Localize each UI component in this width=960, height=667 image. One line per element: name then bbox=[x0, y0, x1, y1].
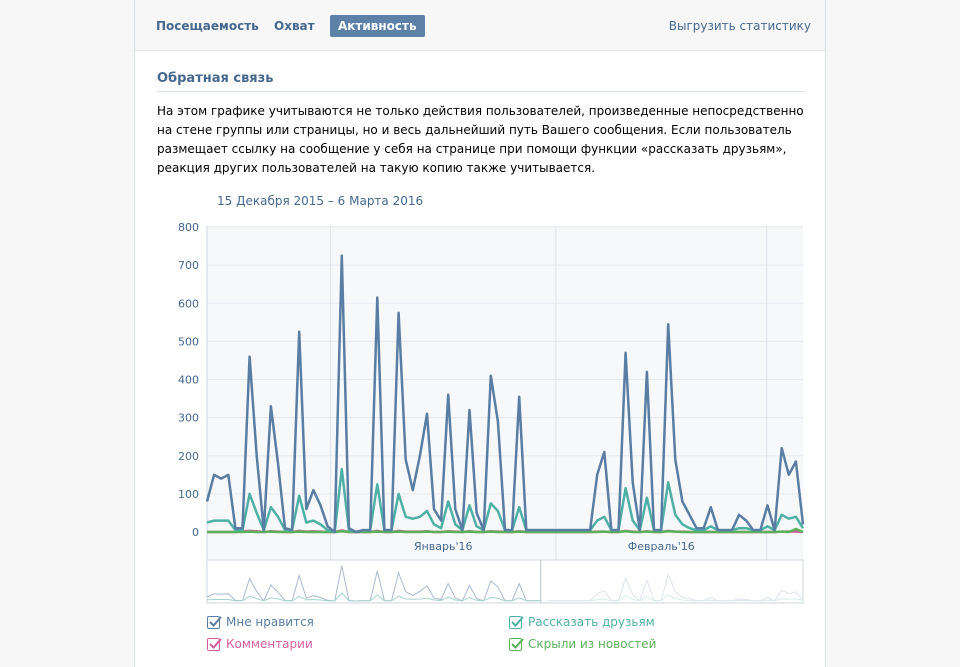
checkbox-check-icon[interactable] bbox=[509, 638, 524, 651]
tab-activity[interactable]: Активность bbox=[330, 15, 425, 37]
feedback-chart[interactable]: 0 100 200 300 400 500 600 700 800 Январь'16 Феврал… bbox=[135, 0, 825, 667]
y-tick-label: 300 bbox=[178, 412, 199, 425]
legend-shares[interactable]: Рассказать друзьям bbox=[509, 614, 655, 630]
navigator-line bbox=[206, 565, 541, 602]
y-tick-label: 400 bbox=[178, 374, 199, 387]
y-tick-label: 600 bbox=[178, 297, 199, 310]
legend-label: Комментарии bbox=[226, 637, 313, 651]
y-tick-label: 500 bbox=[178, 335, 199, 348]
legend-label: Скрыли из новостей bbox=[528, 637, 657, 651]
legend-label: Мне нравится bbox=[226, 615, 314, 629]
tab-reach[interactable]: Охват bbox=[274, 19, 315, 33]
export-stats-link[interactable]: Выгрузить статистику bbox=[668, 19, 811, 33]
stats-panel: Посещаемость Охват Активность Выгрузить … bbox=[134, 0, 826, 667]
navigator-frame bbox=[206, 559, 804, 604]
chart-date-range: 15 Декабря 2015 – 6 Марта 2016 bbox=[217, 194, 424, 208]
y-tick-label: 700 bbox=[178, 259, 199, 272]
tabs-bar: Посещаемость Охват Активность Выгрузить … bbox=[135, 0, 825, 51]
legend-label: Рассказать друзьям bbox=[528, 615, 655, 629]
legend-comments[interactable]: Комментарии bbox=[207, 636, 313, 652]
checkbox-check-icon[interactable] bbox=[509, 616, 524, 629]
series-line-0 bbox=[205, 254, 805, 534]
y-tick-label: 200 bbox=[178, 450, 199, 463]
y-tick-label: 100 bbox=[178, 488, 199, 501]
y-tick-label: 800 bbox=[178, 221, 199, 234]
y-tick-label: 0 bbox=[192, 526, 199, 539]
checkbox-check-icon[interactable] bbox=[207, 638, 222, 651]
title-divider bbox=[157, 91, 805, 92]
navigator-line-faded bbox=[547, 594, 804, 602]
legend-hidden[interactable]: Скрыли из новостей bbox=[509, 636, 656, 652]
checkbox-check-icon[interactable] bbox=[207, 616, 222, 629]
tab-attendance[interactable]: Посещаемость bbox=[156, 19, 259, 33]
section-description: На этом графике учитываются не только де… bbox=[157, 104, 804, 175]
x-tick-label: Февраль'16 bbox=[628, 540, 695, 553]
navigator-line bbox=[206, 592, 541, 602]
series-line-3 bbox=[207, 527, 804, 534]
x-tick-label: Январь'16 bbox=[414, 540, 473, 553]
legend-likes[interactable]: Мне нравится bbox=[207, 614, 314, 630]
section-title: Обратная связь bbox=[157, 71, 274, 86]
